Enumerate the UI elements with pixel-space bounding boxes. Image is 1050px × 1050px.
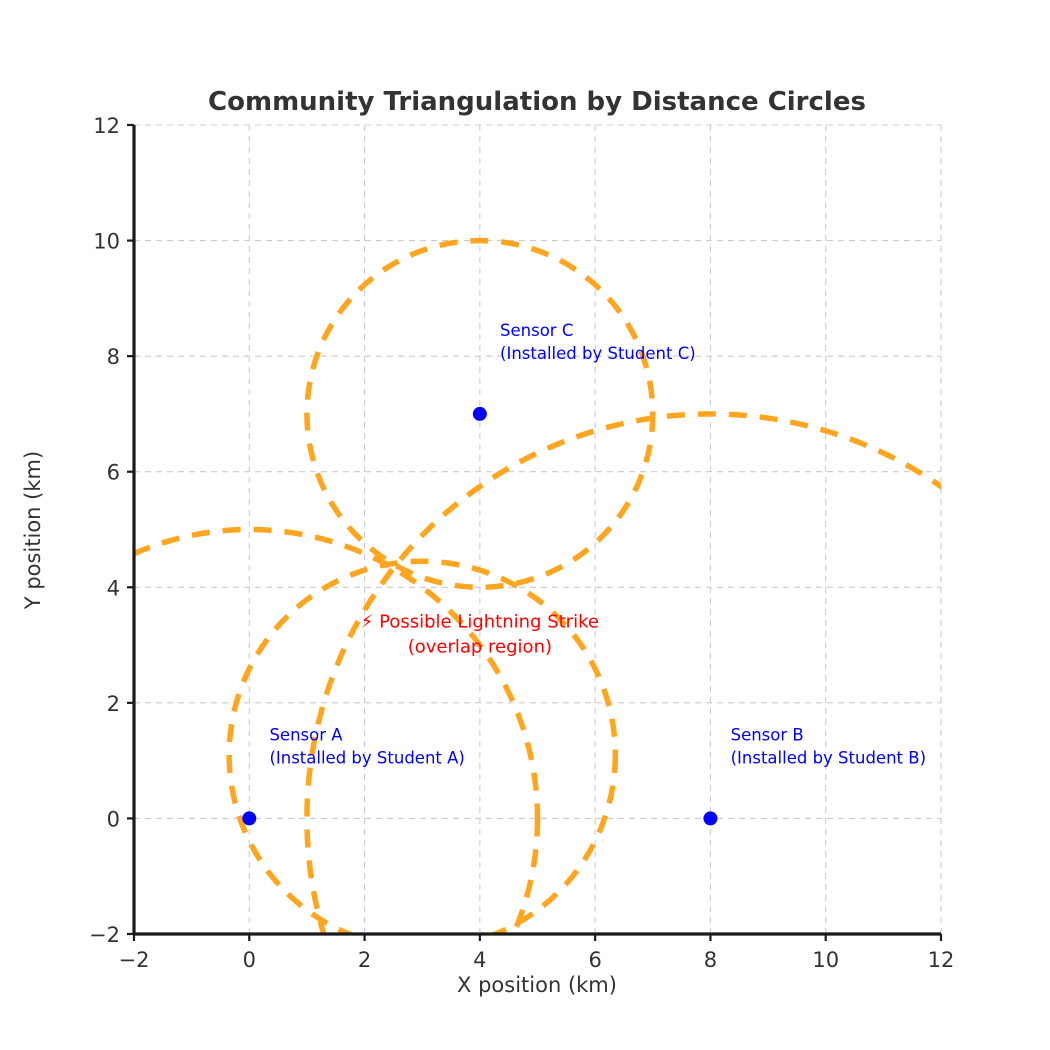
sensor-label-C: Sensor C xyxy=(500,321,573,340)
x-tick-label: 10 xyxy=(812,948,839,972)
axis-ticks xyxy=(127,123,943,941)
sensor-sublabel-C: (Installed by Student C) xyxy=(500,344,696,363)
axis-spines xyxy=(132,125,941,936)
x-tick-label: 6 xyxy=(588,948,601,972)
sensor-point-A[interactable] xyxy=(242,811,257,826)
lightning-annotation: ⚡ Possible Lightning Strike (overlap regi… xyxy=(361,612,599,658)
x-tick-label: −2 xyxy=(119,948,150,972)
x-tick-label: 12 xyxy=(928,948,955,972)
y-tick-label: 4 xyxy=(107,576,120,600)
x-tick-label: 2 xyxy=(358,948,371,972)
y-axis-label: Y position (km) xyxy=(21,451,45,610)
sensor-point-B[interactable] xyxy=(703,811,718,826)
sensor-point-C[interactable] xyxy=(472,406,487,421)
distance-circles xyxy=(134,237,941,934)
sensor-sublabel-B: (Installed by Student B) xyxy=(731,748,926,767)
distance-circle-overlap xyxy=(226,558,619,934)
x-tick-label: 8 xyxy=(704,948,717,972)
sensor-label-B: Sensor B xyxy=(731,725,804,744)
gridlines xyxy=(133,124,942,935)
lightning-strike-text: ⚡ Possible Lightning Strike xyxy=(361,612,599,633)
sensor-markers: Sensor A (Installed by Student A) Sensor B… xyxy=(242,321,926,826)
y-tick-label: 12 xyxy=(93,114,120,138)
distance-circle-sensor-C xyxy=(304,237,656,591)
y-tick-label: 10 xyxy=(93,230,120,254)
y-tick-label: 0 xyxy=(107,807,120,831)
y-tick-label: −2 xyxy=(89,923,120,947)
y-tick-label: 8 xyxy=(107,345,120,369)
distance-circle-sensor-A xyxy=(134,526,541,934)
y-tick-label: 2 xyxy=(107,692,120,716)
x-tick-label: 4 xyxy=(473,948,486,972)
distance-circle-sensor-B xyxy=(304,411,941,934)
y-tick-label: 6 xyxy=(107,461,120,485)
chart-title: Community Triangulation by Distance Circ… xyxy=(208,87,866,117)
sensor-label-A: Sensor A xyxy=(269,725,343,744)
x-axis-label: X position (km) xyxy=(457,973,617,997)
x-tick-label: 0 xyxy=(243,948,256,972)
overlap-region-text: (overlap region) xyxy=(408,637,552,658)
sensor-sublabel-A: (Installed by Student A) xyxy=(269,748,464,767)
axis-tick-labels: −2 0 2 4 6 8 10 12 −2 0 2 4 6 8 10 12 xyxy=(89,114,954,972)
